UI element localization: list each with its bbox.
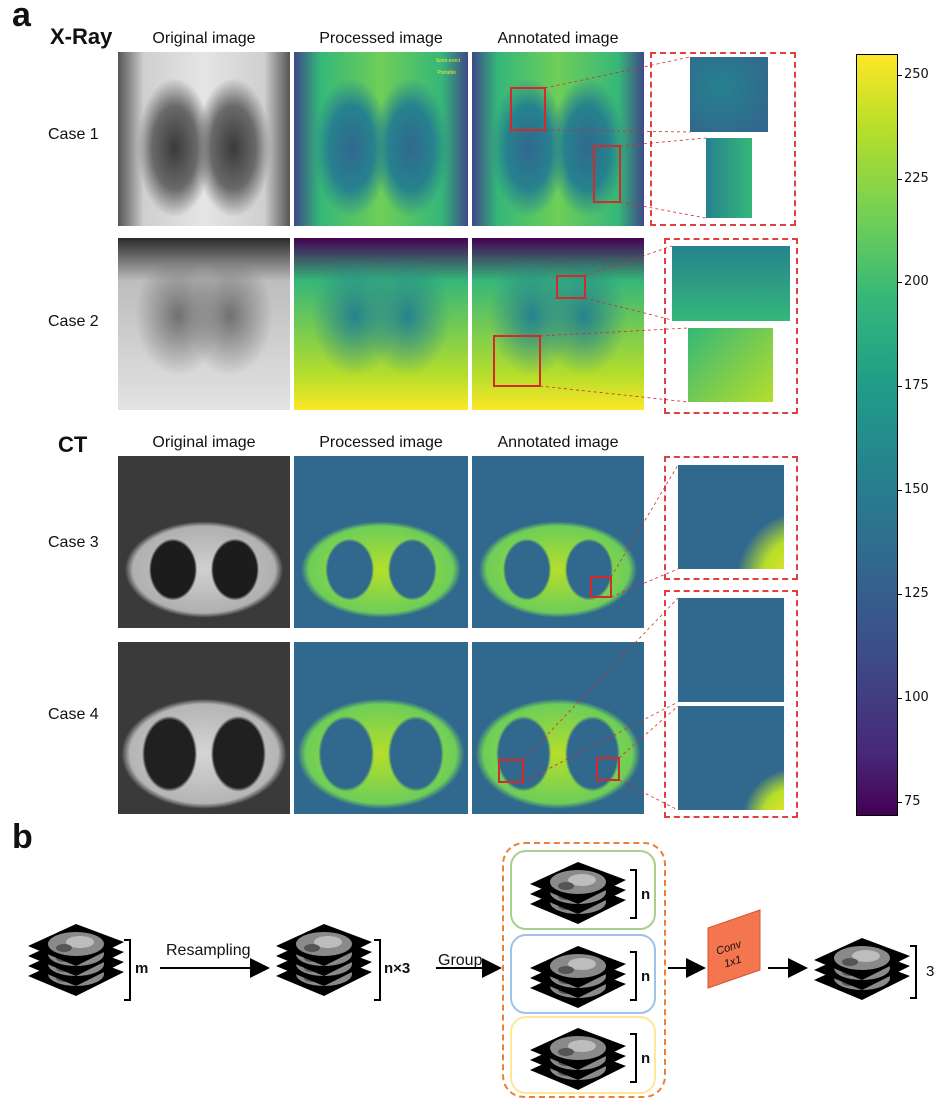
colorbar-tick-label: 100 xyxy=(904,689,929,705)
xray-col-original: Original image xyxy=(152,30,256,47)
output-stack xyxy=(814,938,910,1000)
group-stack-1 xyxy=(530,862,626,924)
colorbar-tick-mark xyxy=(897,697,902,699)
colorbar xyxy=(856,54,898,816)
colorbar-tick-label: 175 xyxy=(904,378,929,394)
group-box-1 xyxy=(510,850,656,930)
film-text-top: Semi-erect xyxy=(435,58,460,64)
ct-case4-zoom-1 xyxy=(678,598,784,702)
ct-case4-processed-image xyxy=(294,642,468,814)
colorbar-tick-mark xyxy=(897,74,902,76)
input-stack xyxy=(28,924,124,996)
ct-col-original: Original image xyxy=(152,434,256,451)
xray-case2-zoom-2 xyxy=(688,328,773,402)
ct-case4-zoom-2 xyxy=(678,706,784,810)
film-text-bottom: Portable xyxy=(437,70,456,76)
case-1-label: Case 1 xyxy=(48,126,99,143)
colorbar-tick-label: 200 xyxy=(904,274,929,290)
ct-case4-original-image xyxy=(118,642,290,814)
colorbar-tick-label: 75 xyxy=(904,793,921,809)
xray-section-title: X-Ray xyxy=(50,24,113,49)
ct-section-title: CT xyxy=(58,432,88,457)
group-brace-3 xyxy=(630,1033,637,1083)
stack-n3-label: n×3 xyxy=(384,960,411,977)
colorbar-tick-label: 250 xyxy=(904,66,929,82)
group-brace-1 xyxy=(630,869,637,919)
group-brace-2 xyxy=(630,951,637,1001)
group-box-3 xyxy=(510,1016,656,1094)
panel-a-letter: a xyxy=(12,0,31,34)
output-stack-brace xyxy=(910,945,917,999)
pipeline-diagram xyxy=(28,862,917,1090)
colorbar-tick-label: 150 xyxy=(904,482,929,498)
group-n-label-1: n xyxy=(641,886,651,903)
colorbar-tick-mark xyxy=(897,178,902,180)
colorbar-tick-mark xyxy=(897,282,902,284)
group-n-label-2: n xyxy=(641,968,651,985)
ct-col-annotated: Annotated image xyxy=(497,434,619,451)
ct-case3-zoom xyxy=(678,465,784,569)
ct-case4-annotated-image xyxy=(472,642,644,814)
colorbar-tick-mark xyxy=(897,593,902,595)
ct-case3-original-image xyxy=(118,456,290,628)
group-n-label-3: n xyxy=(641,1050,651,1067)
xray-case1-original-image xyxy=(118,52,290,226)
xray-case1-zoom-1 xyxy=(690,57,768,132)
xray-case1-processed-image: Semi-erect Portable xyxy=(294,52,468,226)
xray-case2-annotated-image xyxy=(472,238,644,410)
colorbar-tick-label: 225 xyxy=(904,170,929,186)
group-container xyxy=(502,842,666,1098)
xray-case2-original-image xyxy=(118,238,290,410)
ct-case3-processed-image xyxy=(294,456,468,628)
input-stack-brace xyxy=(124,939,131,1001)
conv-block xyxy=(707,909,761,989)
resampling-label: Resampling xyxy=(166,942,251,959)
resampled-stack-brace xyxy=(374,939,381,1001)
xray-case2-zoom-1 xyxy=(672,246,790,321)
case-3-label: Case 3 xyxy=(48,534,99,551)
colorbar-tick-mark xyxy=(897,386,902,388)
group-box-2 xyxy=(510,934,656,1014)
ct-col-processed: Processed image xyxy=(319,434,443,451)
output-label: 3 xyxy=(926,963,935,980)
group-stack-2 xyxy=(530,946,626,1008)
colorbar-tick-mark xyxy=(897,801,902,803)
xray-case2-zoom-box xyxy=(664,238,798,414)
xray-case1-annotated-image xyxy=(472,52,644,226)
xray-case2-processed-image xyxy=(294,238,468,410)
case-4-label: Case 4 xyxy=(48,706,99,723)
resampled-stack xyxy=(276,924,372,996)
xray-col-annotated: Annotated image xyxy=(497,30,619,47)
ct-case3-annotated-image xyxy=(472,456,644,628)
group-stack-3 xyxy=(530,1028,626,1090)
stack-m-label: m xyxy=(135,960,149,977)
case-2-label: Case 2 xyxy=(48,313,99,330)
colorbar-tick-mark xyxy=(897,490,902,492)
xray-col-processed: Processed image xyxy=(319,30,443,47)
xray-case1-zoom-2 xyxy=(706,138,752,218)
group-label: Group xyxy=(438,952,483,969)
panel-b-letter: b xyxy=(12,818,33,856)
colorbar-tick-label: 125 xyxy=(904,585,929,601)
